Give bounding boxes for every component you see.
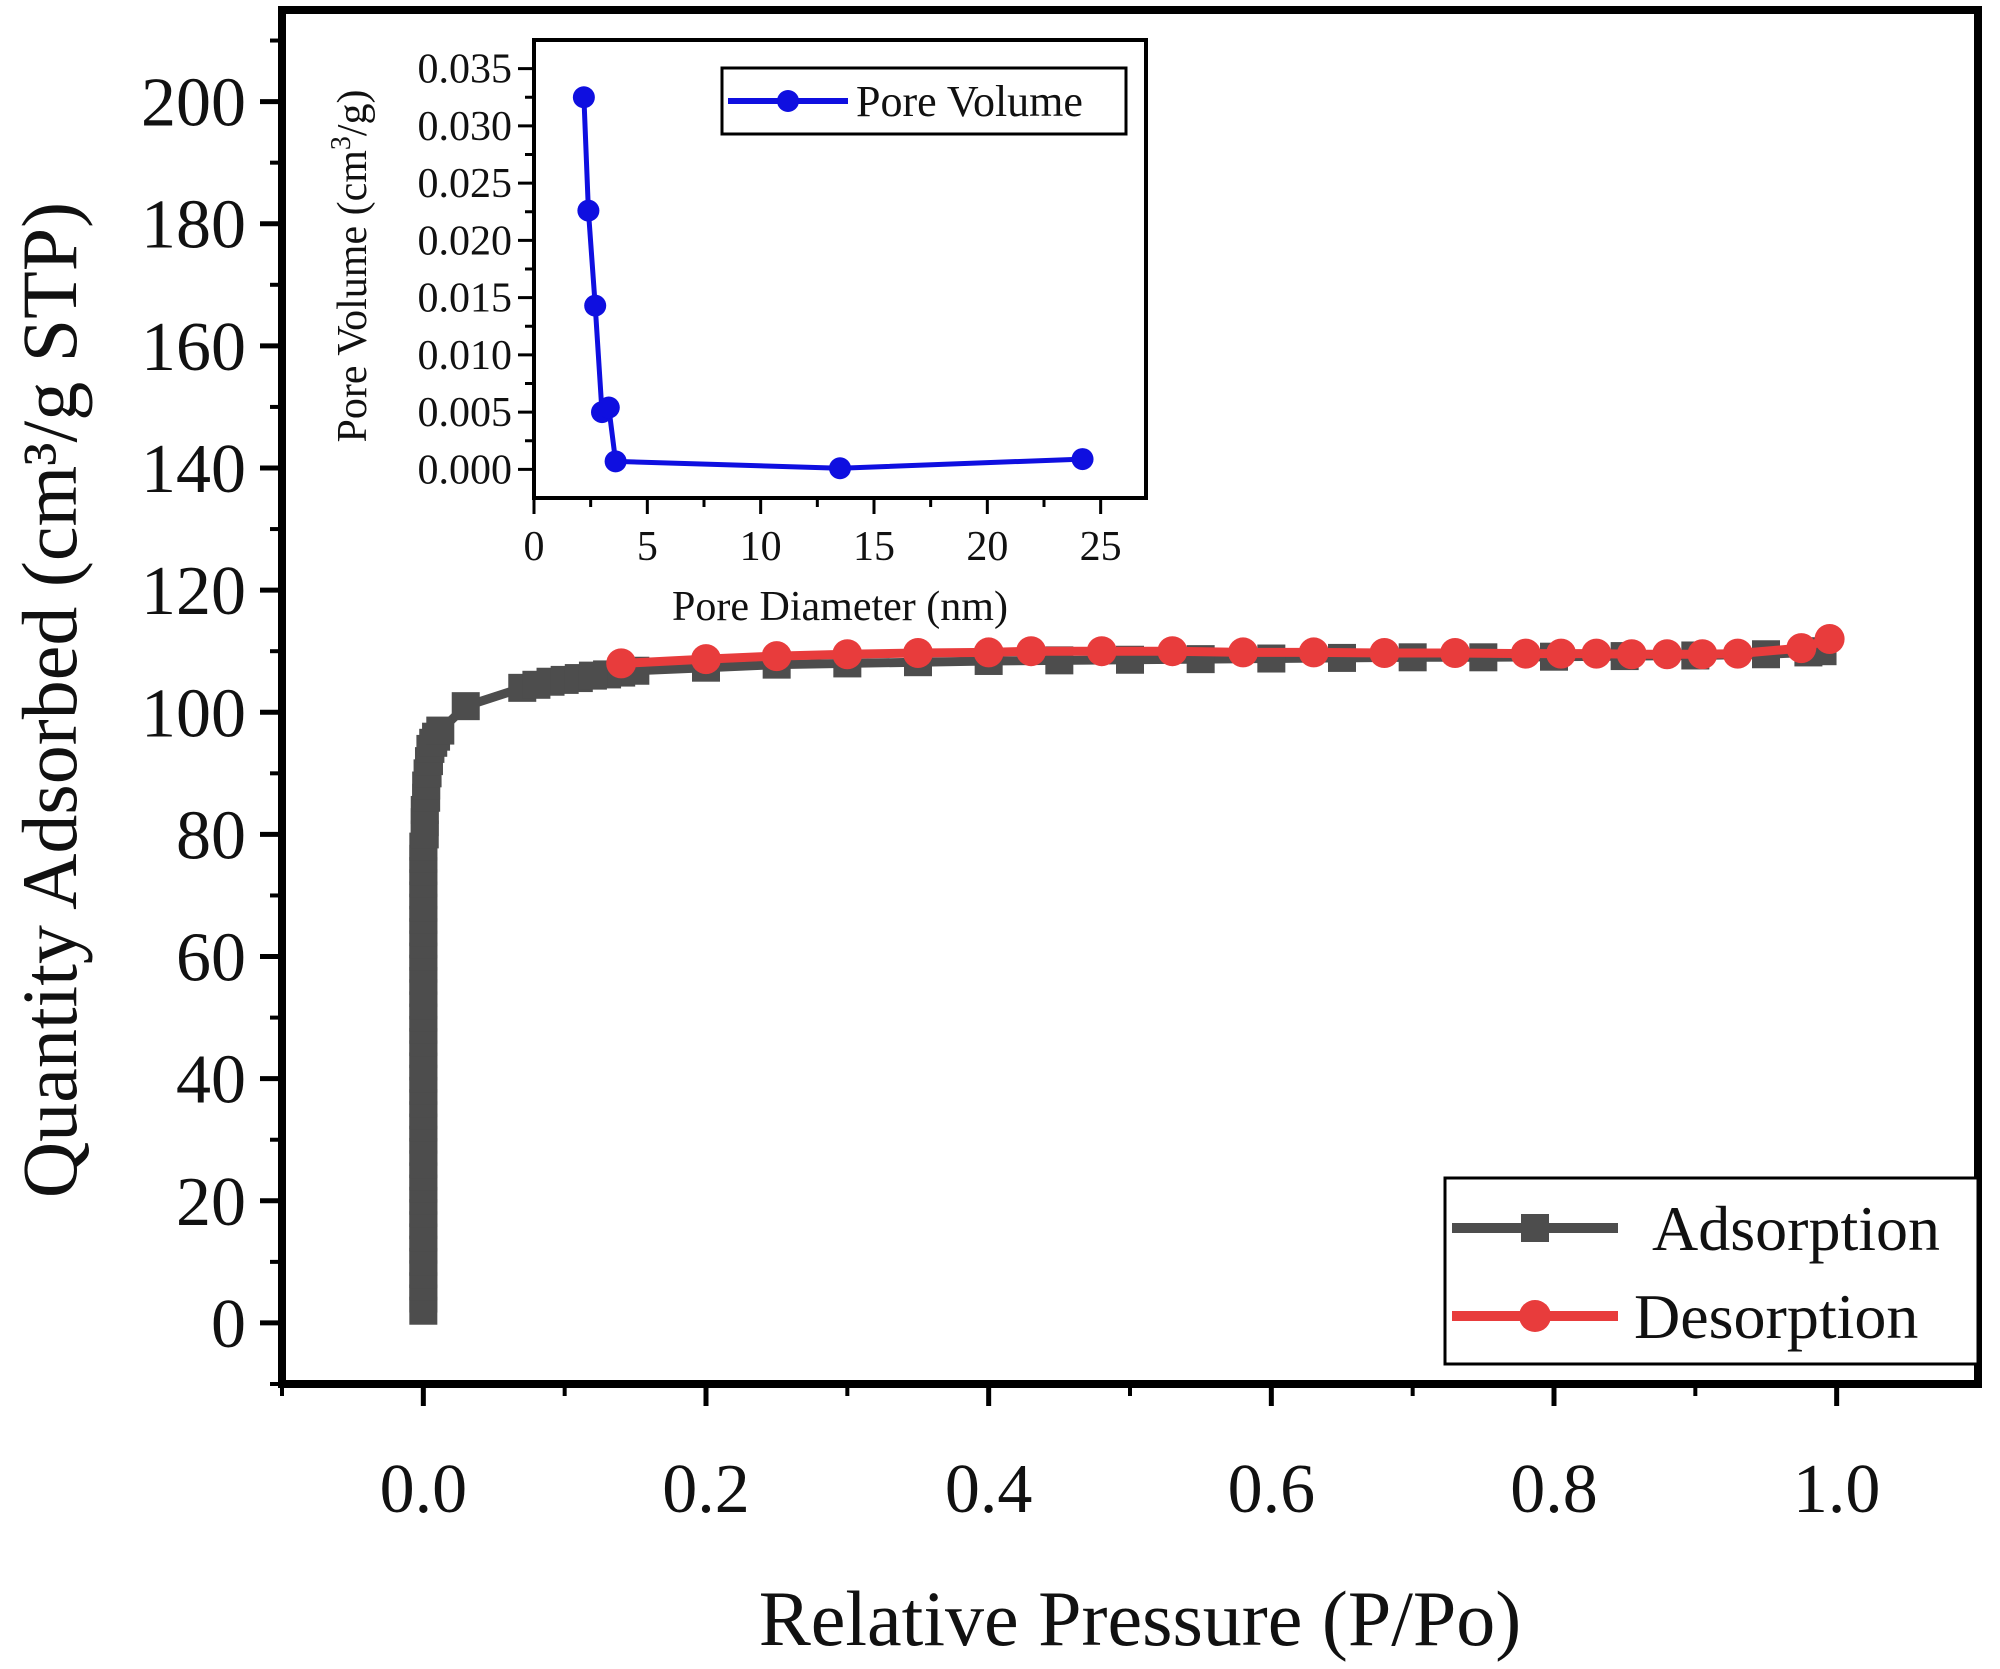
main-y-tick-label: 200	[141, 65, 246, 142]
inset-x-tick-label: 5	[637, 524, 658, 570]
pore-volume-point	[829, 457, 851, 480]
main-x-tick-label: 0.4	[945, 1451, 1033, 1528]
main-x-tick-label: 0.6	[1228, 1451, 1316, 1528]
adsorption-point	[426, 716, 455, 745]
main-y-tick-label: 180	[141, 187, 246, 264]
main-y-tick-label: 20	[176, 1164, 246, 1241]
main-legend: Adsorption Desorption	[1443, 1176, 1980, 1366]
main-tick-marks	[260, 38, 1840, 1406]
desorption-point	[1652, 639, 1683, 670]
desorption-point	[1369, 638, 1400, 669]
inset-plot: 0.000 0.005 0.010 0.015 0.020 0.025 0.030 0.035…	[326, 38, 1148, 630]
pore-volume-point	[604, 450, 627, 473]
inset-y-tick-label: 0.030	[418, 104, 513, 150]
main-y-tick-label: 0	[211, 1286, 246, 1363]
main-y-tick-label: 120	[141, 553, 246, 630]
legend-adsorption-label: Adsorption	[1652, 1193, 1940, 1264]
inset-x-tick-label: 15	[853, 524, 895, 570]
main-y-tick-label: 80	[176, 797, 246, 874]
main-series-layer	[409, 623, 1845, 1325]
legend-desorption-marker	[1519, 1300, 1551, 1332]
main-y-tick-label: 100	[141, 675, 246, 752]
inset-y-tick-label: 0.010	[418, 333, 513, 379]
adsorption-point	[451, 692, 480, 721]
main-x-tick-label: 1.0	[1793, 1451, 1881, 1528]
desorption-line	[620, 634, 1831, 668]
inset-y-title-part-1: Pore Volume (cm	[330, 150, 376, 443]
pore-volume-point	[577, 199, 600, 222]
main-y-tick-label: 60	[176, 920, 246, 997]
main-y-tick-label: 40	[176, 1042, 246, 1119]
desorption-point	[1016, 636, 1047, 667]
legend-pore-volume-label: Pore Volume	[856, 77, 1083, 126]
desorption-point	[903, 638, 933, 669]
desorption-point	[1510, 638, 1541, 669]
inset-y-tick-label: 0.035	[418, 47, 513, 93]
desorption-point	[1228, 637, 1259, 668]
main-legend-box	[1443, 1176, 1980, 1366]
main-y-tick-label: 140	[141, 431, 246, 508]
pore-volume-point	[1071, 448, 1094, 471]
inset-y-tick-label: 0.005	[418, 390, 513, 436]
desorption-point	[973, 637, 1004, 668]
legend-adsorption-marker	[1521, 1214, 1549, 1242]
main-x-tick-label: 0.0	[380, 1451, 468, 1528]
desorption-point	[1814, 623, 1845, 654]
main-y-tick-label: 160	[141, 309, 246, 386]
legend-pore-volume-marker	[777, 90, 799, 112]
desorption-point	[1440, 638, 1471, 669]
pore-volume-point	[572, 86, 595, 109]
main-x-tick-label: 0.2	[662, 1451, 750, 1528]
desorption-point	[1687, 639, 1718, 670]
main-x-tick-labels: 0.0 0.2 0.4 0.6 0.8 1.0	[380, 1451, 1881, 1528]
inset-legend: Pore Volume	[720, 66, 1128, 136]
legend-entry-desorption: Desorption	[1452, 1281, 1918, 1352]
inset-y-tick-labels: 0.000 0.005 0.010 0.015 0.020 0.025 0.030 0.035	[418, 47, 513, 494]
inset-y-tick-label: 0.000	[418, 447, 513, 493]
desorption-point	[1722, 638, 1753, 669]
desorption-point	[1581, 638, 1612, 669]
inset-x-tick-label: 25	[1080, 524, 1122, 570]
inset-x-tick-labels: 0 5 10 15 20 25	[524, 524, 1122, 570]
desorption-point	[606, 648, 637, 679]
inset-y-axis-title: Pore Volume (cm3/g)	[326, 89, 376, 442]
desorption-point	[691, 644, 721, 675]
main-x-axis-title: Relative Pressure (P/Po)	[759, 1575, 1522, 1662]
pore-volume-point	[584, 294, 607, 317]
desorption-point	[832, 639, 863, 670]
inset-y-title-part-2: /g)	[330, 89, 376, 136]
desorption-point	[1546, 638, 1577, 669]
desorption-point	[1086, 636, 1117, 667]
inset-series-layer	[572, 86, 1094, 480]
inset-y-tick-label: 0.025	[418, 161, 513, 207]
inset-legend-box	[720, 66, 1128, 136]
legend-desorption-label: Desorption	[1634, 1281, 1918, 1352]
main-y-axis-title: Quantity Adsorbed (cm³/g STP)	[6, 202, 93, 1198]
main-y-tick-labels: 0 20 40 60 80 100 120 140 160 180 200	[141, 65, 246, 1363]
desorption-point	[1157, 636, 1188, 667]
inset-x-tick-label: 10	[740, 524, 782, 570]
inset-x-tick-label: 0	[524, 524, 545, 570]
desorption-point	[1786, 633, 1817, 664]
inset-y-title-superscript: 3	[326, 136, 357, 150]
legend-entry-adsorption: Adsorption	[1452, 1193, 1940, 1264]
pore-volume-point	[597, 396, 620, 419]
inset-y-tick-label: 0.015	[418, 276, 513, 322]
desorption-point	[1616, 639, 1647, 670]
inset-x-axis-title: Pore Diameter (nm)	[672, 584, 1008, 630]
inset-tick-marks	[518, 67, 1103, 514]
desorption-point	[761, 641, 792, 672]
inset-x-tick-label: 20	[966, 524, 1008, 570]
series-desorption	[606, 623, 1845, 679]
inset-y-tick-label: 0.020	[418, 218, 513, 264]
desorption-point	[1298, 637, 1329, 668]
series-pore-volume	[572, 86, 1094, 480]
main-x-tick-label: 0.8	[1510, 1451, 1598, 1528]
